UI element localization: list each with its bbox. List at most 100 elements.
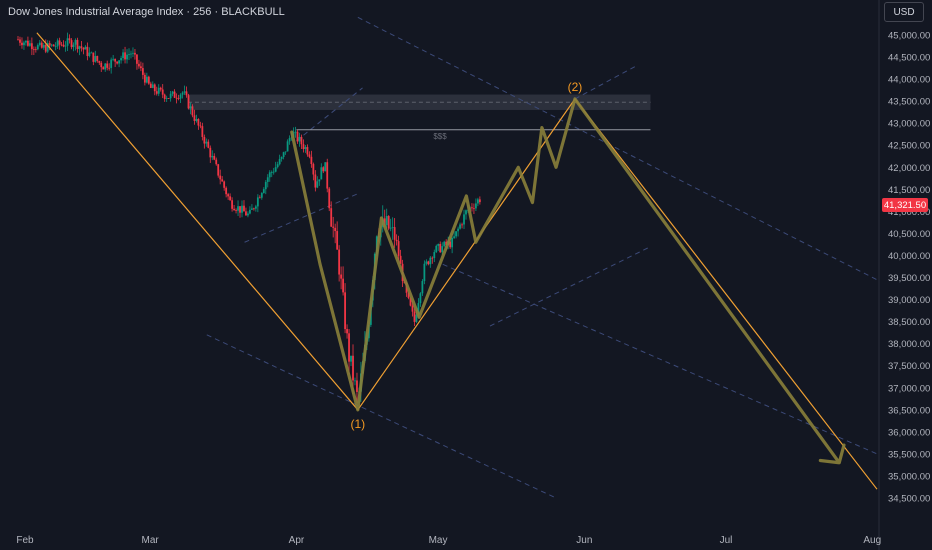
current-price-label: 41,321.50 (882, 198, 928, 212)
candle-body (141, 68, 144, 75)
candle-body (415, 314, 418, 322)
y-tick-label: 39,000.00 (888, 295, 930, 306)
candle-body (28, 43, 31, 46)
candle-body (225, 187, 228, 195)
candle-body (270, 171, 273, 173)
candle-body (126, 54, 128, 60)
candle-body (229, 196, 232, 201)
candle-body (322, 167, 325, 172)
candle-body (260, 193, 263, 198)
candle-body (421, 281, 424, 294)
y-tick-label: 38,000.00 (888, 339, 930, 350)
candle-body (27, 40, 29, 46)
candle-body (203, 136, 206, 144)
candle-body (463, 214, 465, 225)
candle-body (473, 208, 475, 210)
candle-body (461, 224, 463, 226)
candle-body (288, 138, 291, 142)
candles (17, 32, 481, 404)
candle-body (110, 59, 113, 68)
candle-body (64, 45, 67, 47)
candle-body (143, 74, 146, 83)
liquidity-level-label: $$$ (433, 132, 447, 141)
candle-body (136, 54, 138, 64)
candle-body (120, 58, 122, 61)
candle-body (445, 241, 448, 245)
candle-body (449, 241, 452, 248)
x-tick-label: May (429, 535, 448, 546)
candle-body (264, 181, 267, 190)
candle-body (306, 147, 309, 155)
candle-body (476, 199, 479, 204)
candle-body (312, 164, 315, 175)
y-tick-label: 37,500.00 (888, 361, 930, 372)
candle-body (60, 44, 63, 46)
candle-body (199, 125, 202, 127)
candle-body (455, 231, 457, 237)
channel-line (442, 263, 878, 455)
candle-body (243, 205, 245, 212)
candle-body (391, 227, 394, 228)
candle-body (387, 216, 390, 229)
y-tick-label: 35,500.00 (888, 449, 930, 460)
candle-body (336, 231, 339, 250)
candle-body (122, 52, 124, 59)
x-tick-label: Jun (576, 535, 592, 546)
candle-body (268, 172, 271, 178)
candle-body (76, 39, 79, 50)
y-tick-label: 40,500.00 (888, 229, 930, 240)
candle-body (195, 119, 198, 121)
x-tick-label: Feb (16, 535, 34, 546)
candle-body (215, 159, 218, 165)
candle-body (286, 141, 289, 152)
candle-body (332, 226, 335, 228)
currency-button[interactable]: USD (884, 2, 924, 22)
candle-body (346, 329, 348, 334)
candle-body (231, 200, 233, 209)
candle-body (338, 249, 341, 275)
candle-body (237, 206, 239, 211)
candle-body (112, 58, 115, 60)
candle-body (439, 243, 442, 253)
candle-body (284, 151, 287, 153)
candle-body (298, 136, 301, 142)
channel-line (244, 193, 359, 243)
candle-body (157, 87, 160, 94)
candle-body (187, 95, 190, 109)
candle-body (185, 91, 188, 96)
candle-body (36, 45, 39, 50)
candle-body (429, 257, 432, 265)
candle-body (175, 97, 178, 99)
candle-body (475, 203, 477, 209)
projected-path (290, 97, 846, 465)
candle-body (17, 39, 19, 41)
candle-body (68, 38, 71, 41)
y-tick-label: 38,500.00 (888, 317, 930, 328)
impulse-line (574, 98, 878, 490)
candle-body (163, 94, 166, 99)
candle-body (320, 167, 323, 180)
wave-label: (1) (350, 417, 365, 431)
candle-body (272, 171, 275, 173)
candle-body (138, 63, 140, 67)
candle-body (207, 141, 210, 148)
y-tick-label: 36,000.00 (888, 427, 930, 438)
candle-body (80, 46, 83, 48)
y-tick-label: 43,000.00 (888, 119, 930, 130)
x-tick-label: Apr (289, 535, 305, 546)
candle-body (417, 303, 420, 315)
candle-body (310, 156, 313, 165)
candle-body (130, 53, 132, 55)
candle-body (314, 174, 317, 188)
candle-body (88, 52, 91, 57)
candle-body (189, 106, 192, 109)
candle-body (62, 44, 65, 47)
candle-body (326, 162, 329, 189)
candle-body (457, 228, 459, 232)
y-tick-label: 42,000.00 (888, 163, 930, 174)
y-tick-label: 45,000.00 (888, 31, 930, 42)
candle-body (318, 179, 321, 182)
candle-body (106, 63, 109, 68)
